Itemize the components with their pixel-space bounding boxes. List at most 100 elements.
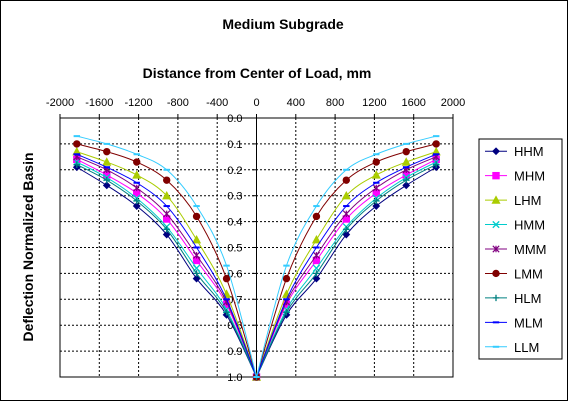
legend-item-lmm: LMM <box>485 266 543 281</box>
legend-marker-hlm <box>492 294 500 302</box>
legend-marker-mhm <box>492 171 500 180</box>
y-tick-label: 0.1 <box>227 139 242 151</box>
data-point-lmm <box>192 212 201 221</box>
data-point-lmm <box>103 147 111 156</box>
data-point-mmm <box>163 210 171 218</box>
data-point-hhm <box>312 274 321 283</box>
data-point-lmm <box>402 147 410 156</box>
data-point-lhm <box>401 157 411 166</box>
x-tick-label: -1600 <box>85 97 113 109</box>
y-tick-label: 0.7 <box>227 294 242 306</box>
legend-label-mlm: MLM <box>514 315 543 330</box>
series-mlm <box>73 153 440 378</box>
x-tick-label: -1200 <box>125 97 153 109</box>
data-point-hlm <box>103 176 110 184</box>
legend-item-llm: LLM <box>485 340 539 355</box>
legend-item-hhm: HHM <box>485 144 544 159</box>
data-point-hlm <box>373 197 380 205</box>
legend-item-mlm: MLM <box>485 315 543 330</box>
data-point-mmm <box>312 251 321 259</box>
data-point-hlm <box>313 270 320 277</box>
data-point-lmm <box>432 140 440 148</box>
data-point-mmm <box>372 184 380 192</box>
data-point-hhm <box>192 274 201 283</box>
data-point-lhm <box>102 157 112 166</box>
data-point-lmm <box>162 176 171 184</box>
data-point-hlm <box>403 176 410 184</box>
data-point-hhm <box>372 202 381 210</box>
data-point-lmm <box>133 158 141 166</box>
data-point-hhm <box>162 230 171 239</box>
data-point-lmm <box>342 176 351 184</box>
x-tick-label: -2000 <box>46 97 74 109</box>
y-tick-label: 0.3 <box>227 191 242 203</box>
legend-label-hlm: HLM <box>514 291 541 306</box>
x-tick-label: 400 <box>287 97 305 109</box>
legend-item-lhm: LHM <box>485 193 541 208</box>
legend-item-hmm: HMM <box>485 218 545 233</box>
data-point-lmm <box>312 212 321 221</box>
series-hlm <box>73 161 440 381</box>
legend-label-lhm: LHM <box>514 193 541 208</box>
series-llm <box>73 135 440 378</box>
legend-item-hlm: HLM <box>485 291 541 306</box>
y-tick-label: 0.5 <box>227 243 242 255</box>
data-point-lhm <box>341 190 351 200</box>
x-tick-label: 0 <box>253 97 259 109</box>
data-point-lhm <box>192 234 202 244</box>
data-point-hlm <box>163 226 170 233</box>
data-point-hlm <box>283 309 290 316</box>
data-point-hlm <box>193 270 200 277</box>
data-point-mmm <box>342 210 350 218</box>
y-axis-title: Deflection Normalized Basin <box>20 152 36 341</box>
series-lmm <box>73 140 440 381</box>
legend: HHM MHM LHM HMM MMM LMM HLM MLM LLM <box>478 138 563 360</box>
legend-item-mmm: MMM <box>485 242 547 257</box>
y-tick-label: 1.0 <box>227 372 242 384</box>
data-point-hlm <box>133 197 140 205</box>
legend-item-mhm: MHM <box>485 169 545 184</box>
chart-title: Medium Subgrade <box>222 16 344 32</box>
data-point-lmm <box>282 274 291 283</box>
x-tick-label: 1600 <box>401 97 425 109</box>
data-point-hlm <box>223 309 230 316</box>
y-tick-label: 0.9 <box>227 346 242 358</box>
data-point-lhm <box>132 170 142 179</box>
plot-area: -2000 -1600 -1200 -800 -400 0 400 800 1200 1600 20… <box>46 97 465 384</box>
data-point-lhm <box>311 234 321 244</box>
legend-label-mmm: MMM <box>514 242 547 257</box>
legend-label-llm: LLM <box>514 340 539 355</box>
y-tick-label: 0.0 <box>227 113 242 125</box>
legend-label-mhm: MHM <box>514 169 545 184</box>
y-tick-label: 0.4 <box>227 217 242 229</box>
data-point-hhm <box>132 202 141 210</box>
data-point-mmm <box>133 184 141 192</box>
data-point-hhm <box>342 230 351 239</box>
x-tick-label: 800 <box>326 97 344 109</box>
data-point-hlm <box>343 226 350 233</box>
data-point-lhm <box>371 170 381 179</box>
legend-marker-hmm <box>492 220 500 229</box>
data-point-lmm <box>222 274 231 283</box>
x-tick-label: -400 <box>206 97 228 109</box>
x-tick-label: 2000 <box>441 97 465 109</box>
data-point-lmm <box>73 140 81 148</box>
legend-label-lmm: LMM <box>514 266 543 281</box>
x-axis-title: Distance from Center of Load, mm <box>143 65 372 81</box>
data-point-lhm <box>162 190 172 200</box>
legend-label-hmm: HMM <box>514 218 545 233</box>
x-tick-label: -800 <box>167 97 189 109</box>
data-point-hhm <box>102 181 111 190</box>
legend-marker-hhm <box>492 147 500 156</box>
data-point-lmm <box>372 158 380 166</box>
data-point-hhm <box>402 181 411 190</box>
data-point-mmm <box>192 251 201 259</box>
legend-label-hhm: HHM <box>514 144 544 159</box>
data-point-hlm <box>73 161 81 168</box>
legend-marker-lmm <box>492 269 500 278</box>
y-tick-label: 0.2 <box>227 165 242 177</box>
legend-marker-lhm <box>491 195 501 204</box>
data-point-hlm <box>432 161 440 168</box>
